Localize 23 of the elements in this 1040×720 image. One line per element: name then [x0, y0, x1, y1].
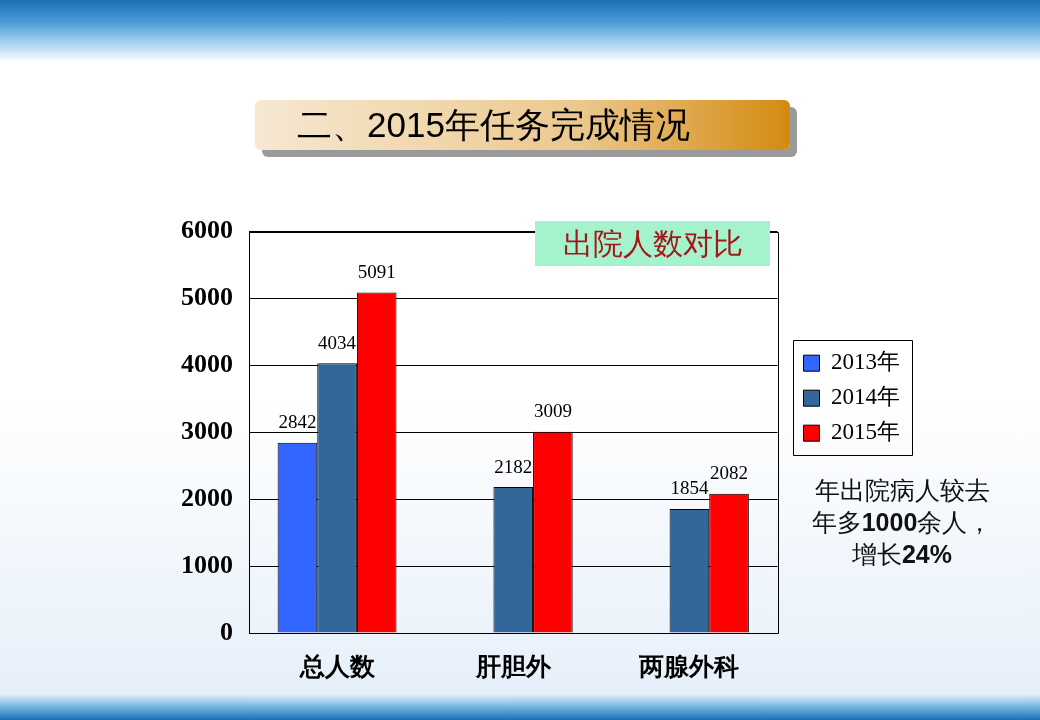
data-label: 2842	[278, 411, 317, 433]
y-tick-label: 5000	[181, 282, 233, 312]
y-tick-label: 3000	[181, 416, 233, 446]
y-tick-label: 1000	[181, 549, 233, 579]
data-label: 2182	[494, 455, 533, 477]
data-label: 4034	[318, 331, 357, 353]
legend-label: 2015年	[831, 419, 900, 445]
legend-label: 2014年	[831, 384, 900, 410]
y-tick-label: 2000	[181, 482, 233, 512]
y-tick-label: 6000	[181, 215, 233, 245]
x-tick-label: 两腺外科	[638, 651, 740, 681]
data-label: 3009	[533, 400, 572, 422]
data-label: 1854	[670, 477, 709, 499]
x-tick-label: 肝胆外	[474, 651, 552, 681]
text: 年出院病人较去年多1000余人，增长24%	[811, 476, 993, 568]
annotation: 出院人数对比	[535, 221, 770, 266]
chart-title: 二、2015年任务完成情况	[297, 105, 690, 145]
y-tick-label: 0	[220, 616, 233, 646]
data-label: 2082	[710, 462, 749, 484]
x-tick-label: 总人数	[298, 651, 376, 681]
y-tick-label: 4000	[181, 349, 233, 379]
data-label: 5091	[357, 260, 396, 282]
legend-label: 2013年	[831, 349, 900, 375]
